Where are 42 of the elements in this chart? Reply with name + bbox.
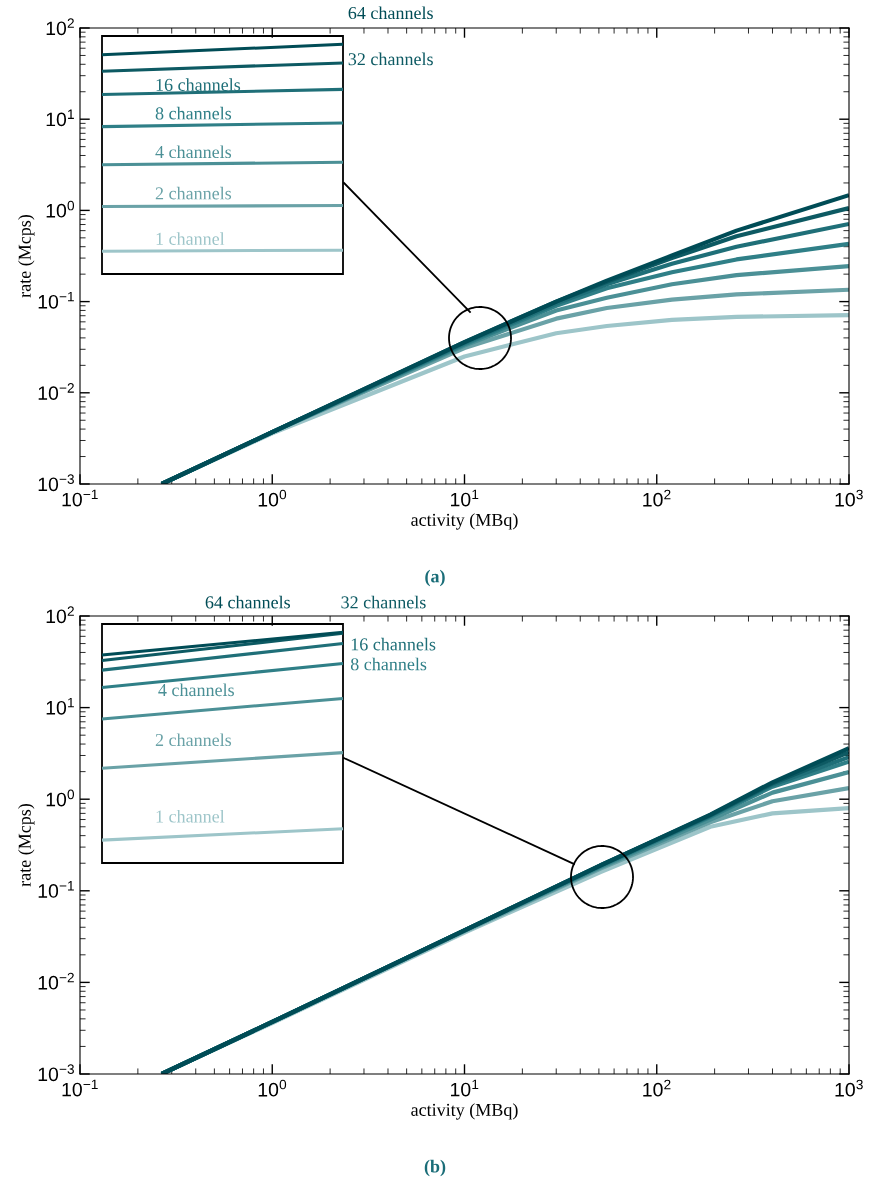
x-tick-label: 10$^{2}$ [643, 1079, 671, 1097]
series-label: 2 channels [155, 733, 232, 747]
series-label: 8 channels [350, 657, 427, 671]
y-tick-label: 10$^{0}$ [46, 789, 75, 807]
x-tick-label: 10$^{0}$ [258, 1079, 287, 1097]
y-tick-label: 10$^{−3}$ [38, 474, 74, 492]
series-label: 32 channels [341, 595, 426, 609]
x-axis-title: activity (MBq) [411, 1103, 518, 1120]
x-tick-label: 10$^{0}$ [258, 489, 287, 507]
x-axis-title: activity (MBq) [411, 513, 518, 530]
series-label: 1 channel [156, 232, 225, 245]
y-tick-label: 10$^{1}$ [46, 109, 74, 127]
y-axis-title: rate (Mcps) [18, 214, 35, 298]
series-label: 4 channels [155, 145, 232, 159]
series-label: 2 channels [155, 186, 232, 200]
series-label: 16 channels [156, 78, 241, 91]
y-tick-label: 10$^{0}$ [46, 200, 75, 218]
y-axis-title: rate (Mcps) [18, 803, 35, 887]
x-tick-label: 10$^{1}$ [451, 1079, 479, 1097]
x-tick-label: 10$^{3}$ [835, 1079, 863, 1097]
x-tick-label: 10$^{3}$ [835, 489, 863, 507]
y-tick-label: 10$^{−2}$ [38, 383, 74, 401]
x-tick-label: 10$^{−1}$ [62, 1079, 98, 1097]
text: (a) [425, 569, 445, 587]
y-tick-label: 10$^{−1}$ [38, 881, 74, 898]
series-label: 64 channels [205, 595, 290, 609]
y-tick-label: 10$^{−3}$ [38, 1064, 74, 1082]
y-tick-label: 10$^{−2}$ [38, 972, 74, 990]
y-tick-label: 10$^{2}$ [46, 18, 74, 36]
series-label: 64 channels [348, 6, 433, 20]
x-tick-label: 10$^{2}$ [643, 489, 671, 507]
series-label: 32 channels [348, 52, 433, 66]
x-tick-label: 10$^{1}$ [451, 489, 479, 507]
series-label: 8 channels [155, 106, 232, 120]
series-label: 1 channel [156, 809, 225, 823]
y-tick-label: 10$^{2}$ [46, 606, 74, 624]
y-tick-label: 10$^{−1}$ [38, 291, 74, 309]
text: (b) [424, 1159, 446, 1177]
series-label: 16 channels [351, 637, 436, 651]
y-tick-label: 10$^{1}$ [46, 697, 74, 715]
series-label: 4 channels [158, 683, 234, 697]
x-tick-label: 10$^{−1}$ [62, 489, 98, 507]
